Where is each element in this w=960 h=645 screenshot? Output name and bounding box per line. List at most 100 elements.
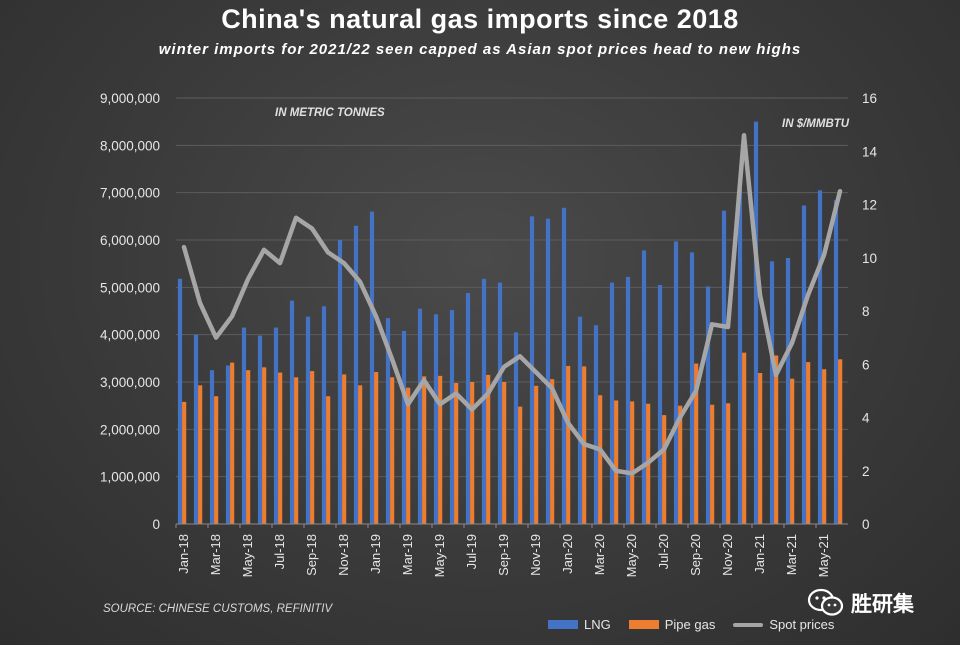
lng-bar	[321, 306, 327, 524]
legend-swatch-spot-prices	[733, 622, 764, 627]
y-right-tick-label: 12	[862, 198, 877, 213]
x-tick-label: Sep-19	[496, 534, 511, 576]
x-tick-label: Nov-20	[720, 534, 735, 576]
pipe-gas-bar	[566, 365, 571, 524]
lng-bar	[209, 370, 215, 524]
x-tick-label: May-18	[240, 534, 255, 577]
x-tick-label: Jul-20	[656, 534, 671, 569]
y-left-tick-label: 7,000,000	[100, 186, 160, 201]
pipe-gas-bar	[742, 352, 747, 524]
pipe-gas-bar	[246, 370, 251, 524]
pipe-gas-bar	[326, 396, 331, 524]
pipe-gas-bar	[550, 379, 555, 524]
lng-bar	[417, 308, 423, 524]
legend-label-lng: LNG	[584, 617, 611, 632]
lng-bar	[337, 240, 343, 524]
lng-bar	[801, 205, 807, 525]
lng-bar	[401, 330, 407, 524]
x-tick-label: May-21	[816, 534, 831, 577]
pipe-gas-bar	[614, 400, 619, 524]
pipe-gas-bar	[262, 367, 267, 524]
watermark: 胜研集	[807, 587, 914, 619]
lng-bar	[289, 300, 295, 524]
lng-bar	[561, 207, 567, 524]
x-tick-label: May-19	[432, 534, 447, 577]
pipe-gas-bar	[790, 378, 795, 524]
y-left-tick-label: 2,000,000	[100, 422, 160, 437]
legend-label-pipe-gas: Pipe gas	[664, 617, 716, 632]
y-left-tick-label: 1,000,000	[100, 470, 160, 485]
lng-bar	[449, 310, 455, 524]
pipe-gas-bar	[694, 363, 699, 524]
lng-bar	[433, 314, 439, 524]
legend-swatch-lng	[548, 620, 578, 629]
x-tick-label: May-20	[624, 534, 639, 577]
pipe-gas-bar	[230, 362, 235, 524]
x-tick-label: Jan-21	[752, 534, 767, 574]
x-tick-label: Jan-19	[368, 534, 383, 574]
y-right-tick-label: 2	[862, 464, 870, 479]
pipe-gas-bar	[534, 385, 539, 524]
wechat-icon	[807, 588, 844, 616]
y-right-tick-label: 14	[862, 144, 878, 159]
y-right-tick-label: 4	[862, 411, 870, 426]
lng-bar	[193, 334, 199, 524]
legend: LNG Pipe gas Spot prices	[548, 617, 834, 632]
source-note: SOURCE: CHINESE CUSTOMS, REFINITIV	[103, 603, 333, 615]
y-right-tick-label: 16	[862, 91, 877, 106]
lng-bar	[721, 210, 727, 525]
lng-bar	[817, 190, 823, 525]
lng-bar	[273, 327, 279, 524]
y-right-tick-label: 0	[862, 517, 870, 532]
pipe-gas-bar	[774, 355, 779, 524]
lng-bar	[545, 218, 551, 524]
lng-bar	[657, 284, 663, 524]
pipe-gas-bar	[406, 387, 411, 524]
lng-bar	[641, 250, 647, 524]
lng-bar	[481, 278, 487, 524]
right-axis-note: IN $/MMBTU	[782, 118, 850, 130]
pipe-gas-bar	[182, 401, 187, 524]
pipe-gas-bar	[662, 415, 667, 524]
pipe-gas-bar	[678, 405, 683, 524]
left-axis-note: IN METRIC TONNES	[275, 107, 385, 119]
chart-title: China's natural gas imports since 2018	[221, 4, 739, 34]
y-left-tick-label: 9,000,000	[100, 91, 160, 106]
pipe-gas-bar	[422, 376, 427, 524]
lng-bar	[737, 188, 743, 524]
x-tick-label: Nov-19	[528, 534, 543, 576]
pipe-gas-bar	[806, 362, 811, 524]
pipe-gas-bar	[438, 375, 443, 524]
lng-bar	[577, 316, 583, 524]
legend-item-lng: LNG	[548, 617, 611, 632]
lng-bar	[689, 252, 695, 524]
legend-swatch-pipe-gas	[628, 620, 659, 629]
y-left-tick-label: 5,000,000	[100, 280, 160, 295]
lng-bar	[385, 318, 391, 524]
lng-bar	[241, 327, 247, 524]
pipe-gas-bar	[502, 382, 507, 524]
pipe-gas-bar	[358, 385, 363, 524]
pipe-gas-bar	[838, 359, 843, 524]
pipe-gas-bar	[518, 406, 523, 524]
pipe-gas-bar	[822, 369, 827, 524]
lng-bar	[625, 276, 631, 524]
legend-item-pipe-gas: Pipe gas	[628, 617, 716, 632]
pipe-gas-bar	[374, 372, 379, 524]
y-right-tick-label: 10	[862, 251, 877, 266]
x-tick-label: Jul-19	[464, 534, 479, 569]
lng-bar	[769, 261, 775, 524]
y-left-tick-label: 3,000,000	[100, 375, 160, 390]
legend-item-spot-prices: Spot prices	[733, 617, 834, 632]
lng-bar	[353, 225, 359, 525]
lng-bar	[609, 282, 615, 524]
x-tick-label: Jan-20	[560, 534, 575, 574]
lng-bar	[753, 121, 759, 525]
pipe-gas-bar	[598, 395, 603, 524]
lng-bar	[225, 365, 231, 524]
y-left-tick-label: 4,000,000	[100, 328, 160, 343]
lng-bar	[513, 332, 519, 524]
pipe-gas-bar	[758, 373, 763, 524]
pipe-gas-bar	[390, 377, 395, 524]
